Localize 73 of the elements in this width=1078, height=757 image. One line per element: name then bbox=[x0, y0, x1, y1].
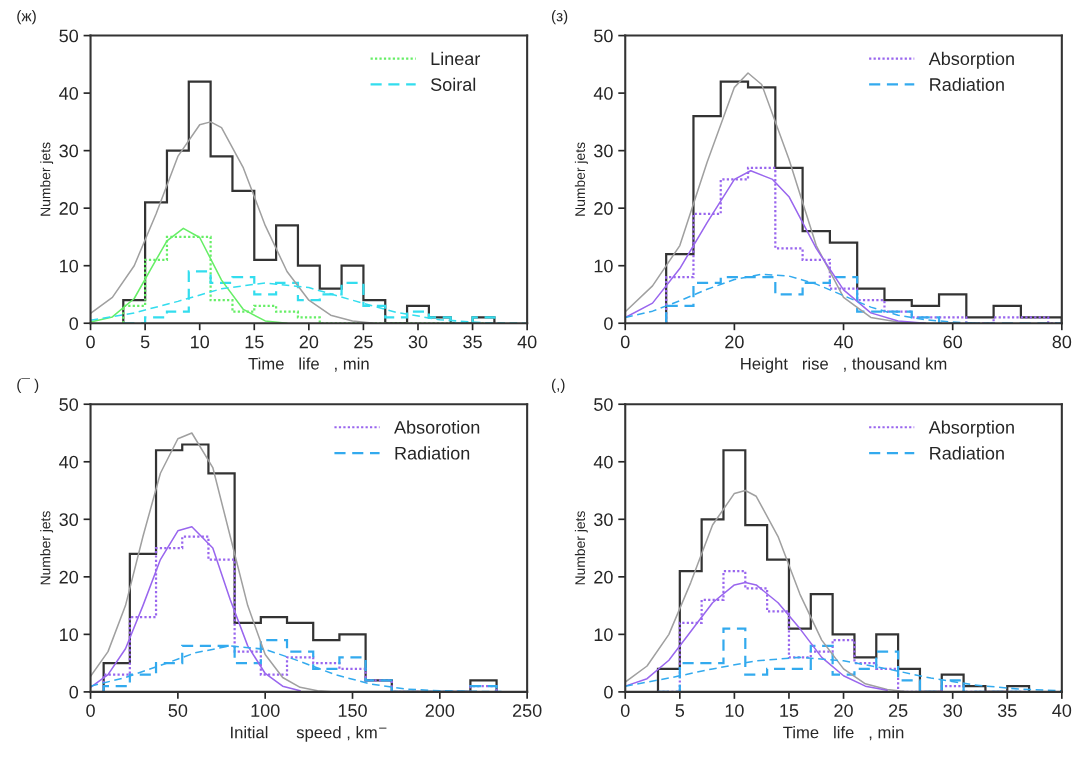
x-tick-label: 100 bbox=[251, 704, 280, 717]
y-tick-label: 50 bbox=[59, 29, 79, 43]
y-tick-label: 0 bbox=[604, 685, 613, 699]
y-tick-label: 20 bbox=[59, 202, 79, 215]
x-tick-label: 0 bbox=[620, 335, 630, 349]
y-tick-label: 0 bbox=[604, 317, 613, 330]
x-tick-label: 35 bbox=[997, 704, 1017, 717]
x-tick-label: 25 bbox=[888, 704, 908, 717]
y-tick-label: 20 bbox=[59, 570, 79, 584]
x-axis-title: Time life , min bbox=[783, 726, 904, 741]
y-axis-title: Number jets bbox=[574, 142, 588, 216]
y-tick-label: 30 bbox=[59, 513, 79, 527]
x-tick-label: 15 bbox=[245, 335, 264, 349]
x-tick-label: 0 bbox=[86, 335, 95, 349]
y-tick-label: 30 bbox=[59, 144, 79, 158]
x-tick-label: 30 bbox=[408, 335, 428, 349]
x-tick-label: 10 bbox=[725, 704, 744, 717]
y-tick-label: 10 bbox=[60, 628, 79, 642]
legend-label: Absorption bbox=[928, 51, 1014, 69]
x-tick-label: 40 bbox=[833, 335, 853, 349]
y-tick-label: 50 bbox=[594, 29, 613, 43]
y-tick-label: 40 bbox=[593, 455, 613, 469]
legend-label: Absorption bbox=[928, 420, 1014, 438]
x-tick-label: 0 bbox=[620, 704, 630, 717]
legend-label: Radiation bbox=[930, 77, 1004, 91]
x-axis-title: Height rise , thousand km bbox=[741, 357, 947, 373]
y-tick-label: 50 bbox=[59, 398, 79, 411]
chart-title: (¯ ) bbox=[17, 378, 39, 394]
chart-title: (з) bbox=[551, 10, 568, 25]
x-tick-label: 20 bbox=[834, 704, 853, 717]
x-axis-title: Time life , min bbox=[248, 357, 369, 372]
x-tick-label: 25 bbox=[354, 335, 373, 349]
x-tick-label: 80 bbox=[1052, 335, 1072, 349]
y-tick-label: 10 bbox=[60, 259, 79, 273]
x-tick-label: 250 bbox=[512, 704, 542, 717]
x-tick-label: 20 bbox=[725, 335, 744, 349]
x-tick-label: 5 bbox=[140, 335, 150, 349]
y-tick-label: 40 bbox=[59, 455, 79, 469]
chart-title: (,) bbox=[551, 378, 565, 394]
x-tick-label: 20 bbox=[299, 335, 319, 349]
x-tick-label: 150 bbox=[338, 704, 367, 717]
x-tick-label: 40 bbox=[1052, 704, 1072, 717]
legend-label: Soiral bbox=[430, 77, 476, 91]
y-tick-label: 10 bbox=[594, 259, 613, 273]
y-tick-label: 0 bbox=[69, 317, 79, 330]
y-tick-label: 10 bbox=[594, 628, 613, 642]
x-tick-label: 60 bbox=[943, 335, 963, 349]
x-tick-label: 200 bbox=[425, 704, 455, 717]
x-tick-label: 0 bbox=[86, 704, 95, 717]
legend-label: Radiation bbox=[395, 446, 470, 460]
y-tick-label: 50 bbox=[594, 398, 613, 411]
y-axis-title: Number jets bbox=[40, 511, 54, 585]
y-tick-label: 20 bbox=[594, 570, 613, 584]
x-axis-title: Initial speed , km$^{−}$ bbox=[231, 726, 387, 742]
legend-label: Radiation bbox=[930, 446, 1004, 460]
x-tick-label: 30 bbox=[943, 704, 963, 717]
x-tick-label: 5 bbox=[675, 704, 685, 717]
y-tick-label: 30 bbox=[594, 513, 613, 527]
y-axis-title: Number jets bbox=[40, 142, 54, 216]
legend-label: Linear bbox=[431, 51, 481, 66]
y-tick-label: 30 bbox=[594, 144, 613, 158]
x-tick-label: 35 bbox=[463, 335, 482, 349]
legend-label: Absorotion bbox=[394, 420, 480, 434]
x-tick-label: 15 bbox=[780, 704, 799, 717]
chart-title: (ж) bbox=[17, 10, 36, 25]
y-tick-label: 40 bbox=[59, 87, 79, 100]
y-tick-label: 20 bbox=[594, 202, 613, 215]
y-axis-title: Number jets bbox=[574, 511, 588, 585]
y-tick-label: 0 bbox=[69, 685, 79, 699]
x-tick-label: 50 bbox=[168, 704, 188, 717]
x-tick-label: 10 bbox=[191, 335, 210, 349]
x-tick-label: 40 bbox=[517, 335, 537, 349]
y-tick-label: 40 bbox=[593, 87, 613, 100]
